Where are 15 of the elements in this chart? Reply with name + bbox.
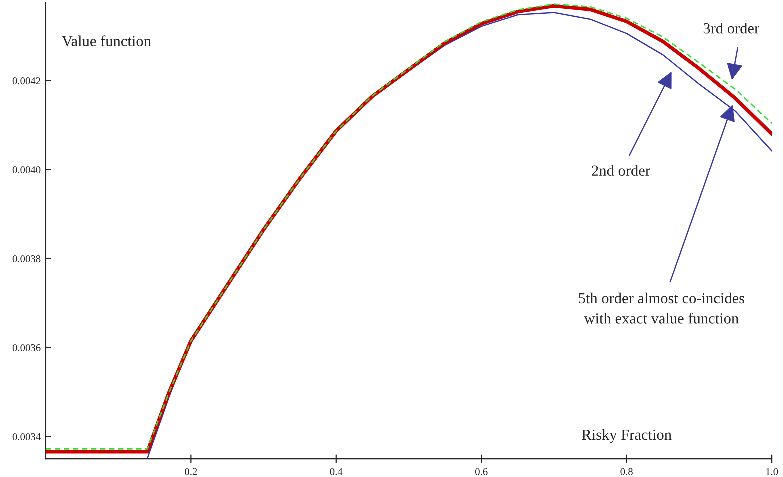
- y-tick-label: 0.0042: [12, 78, 41, 85]
- y-tick-label: 0.0038: [12, 256, 41, 263]
- annotation: 5th order almost co-incides with exact value function: [579, 292, 744, 324]
- y-tick-label: 0.0034: [12, 433, 41, 441]
- x-tick-label: 0.2: [185, 468, 198, 476]
- y-tick-label: 0.0036: [12, 344, 41, 352]
- x-tick-label: 0.6: [475, 468, 488, 476]
- y-tick-label: 0.0040: [12, 166, 41, 174]
- y-axis-title: Value function: [62, 36, 152, 47]
- x-axis-title: Risky Fraction: [582, 429, 672, 444]
- x-tick-label: 1.0: [766, 468, 778, 476]
- x-tick-label: 0.8: [620, 468, 633, 476]
- annotation: 2nd order: [592, 165, 650, 176]
- x-tick-label: 0.4: [330, 468, 343, 476]
- annotation: 3rd order: [704, 22, 760, 34]
